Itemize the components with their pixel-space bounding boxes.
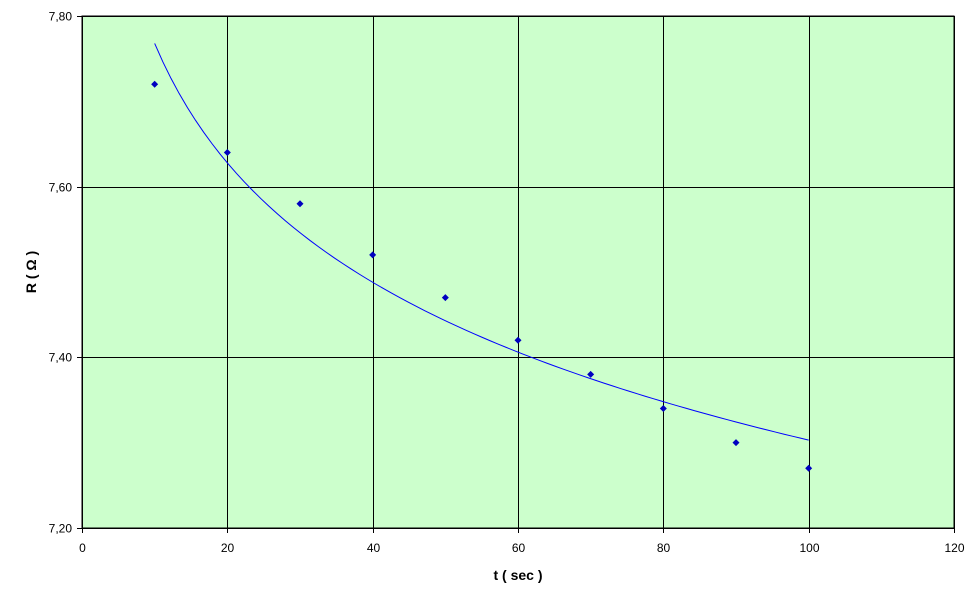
y-axis-title: R ( Ω )	[23, 251, 39, 293]
x-tick-label: 120	[944, 541, 964, 555]
data-point	[587, 370, 595, 378]
grid	[82, 16, 955, 529]
data-point	[805, 464, 813, 472]
x-tick-label: 60	[512, 541, 526, 555]
data-point	[223, 149, 231, 157]
x-axis-ticks: 0 20 40 60 80 100 120	[79, 528, 965, 555]
y-axis-ticks: 7,20 7,40 7,60 7,80	[49, 10, 82, 536]
data-point	[151, 80, 159, 88]
data-point	[732, 439, 740, 447]
data-point	[369, 251, 377, 259]
data-point	[659, 405, 667, 413]
y-tick-label: 7,40	[49, 351, 73, 365]
x-tick-label: 80	[657, 541, 671, 555]
x-tick-label: 100	[799, 541, 819, 555]
x-tick-label: 20	[221, 541, 235, 555]
data-point	[441, 294, 449, 302]
x-axis-title: t ( sec )	[493, 567, 542, 583]
x-tick-label: 40	[367, 541, 381, 555]
trendline	[154, 43, 809, 441]
data-point	[514, 336, 522, 344]
x-tick-label: 0	[79, 541, 86, 555]
y-tick-label: 7,80	[49, 10, 73, 24]
y-tick-label: 7,20	[49, 522, 73, 536]
data-markers	[151, 80, 813, 472]
y-tick-label: 7,60	[49, 181, 73, 195]
data-point	[296, 200, 304, 208]
